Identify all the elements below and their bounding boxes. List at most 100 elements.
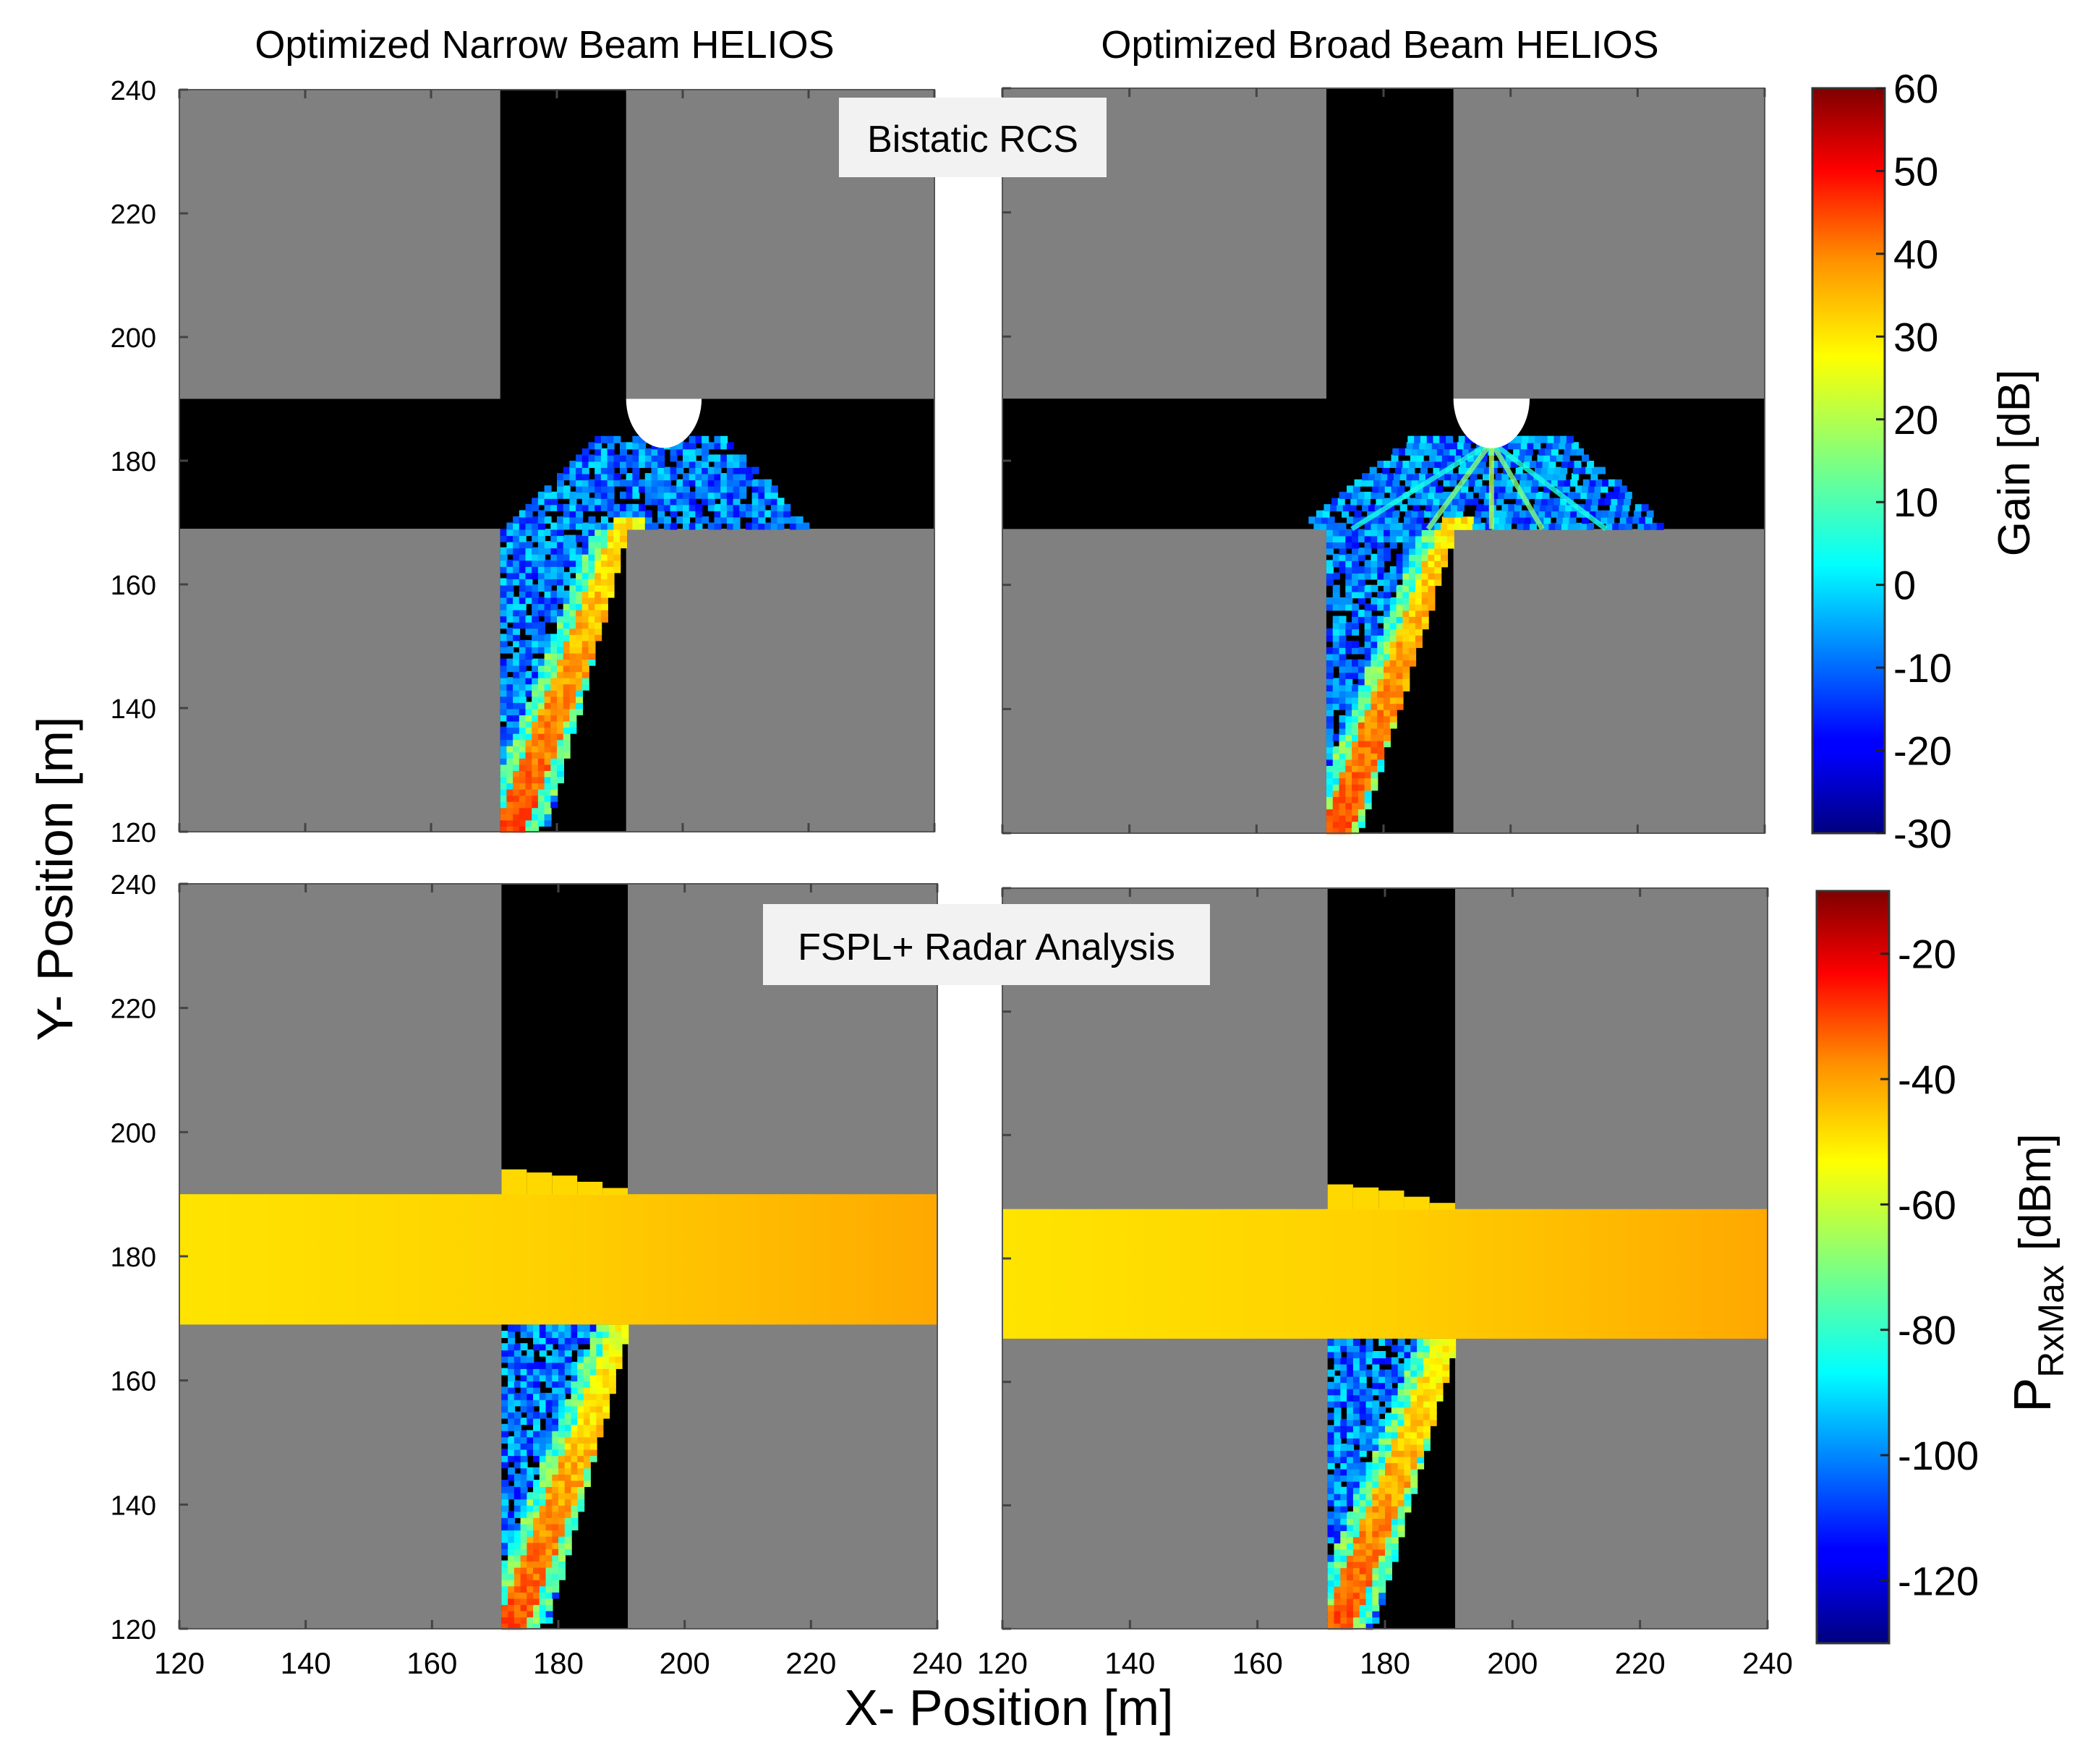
beam-cell	[532, 609, 540, 617]
beam-cell	[500, 702, 508, 710]
beam-cell	[1397, 1413, 1405, 1420]
beam-cell	[550, 763, 558, 771]
beam-cell	[1407, 498, 1415, 506]
beam-cell	[1582, 479, 1590, 487]
beam-cell	[1339, 560, 1347, 568]
beam-cell	[1332, 827, 1340, 835]
beam-cell	[1334, 1493, 1342, 1501]
beam-cell	[1384, 690, 1391, 698]
beam-cell	[607, 491, 615, 499]
beam-cell	[1415, 461, 1423, 468]
beam-cell	[1326, 721, 1334, 729]
beam-cell	[588, 615, 596, 623]
beam-cell	[1347, 1530, 1355, 1538]
beam-cell	[1377, 522, 1385, 530]
beam-cell	[569, 646, 577, 654]
beam-cell	[1618, 522, 1626, 530]
beam-cell	[1389, 702, 1397, 710]
beam-cell	[1523, 491, 1531, 499]
beam-cell	[1401, 466, 1409, 474]
beam-cell	[613, 510, 621, 518]
beam-cell	[1402, 628, 1410, 636]
beam-cell	[1385, 1381, 1392, 1389]
beam-cell	[539, 1374, 547, 1382]
beam-cell	[632, 522, 640, 530]
beam-cell	[508, 1610, 516, 1618]
beam-cell	[1352, 579, 1360, 587]
beam-cell	[1378, 1505, 1386, 1513]
beam-cell	[1332, 808, 1340, 816]
beam-cell	[594, 602, 602, 610]
beam-cell	[657, 454, 665, 462]
beam-cell	[1428, 461, 1436, 468]
beam-cell	[552, 1355, 560, 1363]
beam-cell	[1396, 610, 1404, 617]
beam-cell	[1396, 572, 1404, 580]
beam-cell	[508, 1436, 516, 1444]
beam-cell	[1372, 1603, 1380, 1611]
beam-cell	[1352, 659, 1360, 667]
beam-cell	[1542, 461, 1550, 468]
beam-cell	[1409, 529, 1417, 537]
beam-cell	[1365, 1345, 1373, 1352]
beam-cell	[1434, 541, 1442, 549]
beam-cell	[1334, 1598, 1342, 1606]
beam-cell	[563, 473, 571, 481]
beam-cell	[1540, 473, 1548, 481]
beam-cell	[545, 1355, 553, 1363]
beam-cell	[1423, 1345, 1431, 1352]
beam-cell	[563, 522, 571, 530]
beam-cell	[558, 1349, 566, 1357]
colorbar-tick-label: -120	[1898, 1558, 1979, 1603]
beam-cell	[1384, 647, 1391, 655]
beam-cell	[726, 491, 734, 499]
beam-cell	[657, 503, 665, 511]
beam-cell	[1397, 1400, 1405, 1408]
beam-cell	[1594, 485, 1602, 493]
beam-cell	[508, 1449, 516, 1457]
beam-cell	[525, 658, 533, 666]
beam-cell	[525, 615, 533, 623]
beam-cell	[726, 442, 734, 450]
beam-cell	[1535, 498, 1543, 506]
beam-cell	[1340, 1517, 1348, 1525]
beam-cell	[1377, 659, 1385, 667]
beam-cell	[569, 516, 577, 524]
beam-cell	[1396, 615, 1404, 623]
beam-cell	[1562, 454, 1570, 462]
beam-cell	[1556, 516, 1564, 524]
beam-cell	[1347, 1400, 1355, 1408]
beam-cell	[726, 479, 734, 487]
beam-cell	[1364, 671, 1372, 679]
beam-cell	[1456, 448, 1464, 456]
beam-cell	[539, 1498, 547, 1506]
beam-cell	[1493, 516, 1501, 524]
beam-cell	[588, 639, 596, 647]
beam-cell	[1434, 535, 1442, 542]
beam-cell	[537, 602, 545, 610]
beam-cell	[1461, 485, 1469, 493]
beam-cell	[525, 547, 533, 555]
beam-cell	[1345, 802, 1353, 810]
beam-cell	[1372, 1536, 1380, 1543]
fspl-band-rect	[1002, 1209, 1768, 1339]
beam-cell	[508, 1529, 516, 1537]
beam-cell	[1406, 473, 1414, 481]
beam-cell	[1372, 1523, 1380, 1531]
beam-cell	[1397, 1376, 1405, 1384]
beam-cell	[571, 1386, 579, 1394]
beam-cell	[508, 1541, 516, 1549]
beam-cell	[564, 1380, 572, 1388]
beam-cell	[520, 1405, 528, 1413]
beam-cell	[527, 1616, 534, 1624]
beam-cell	[1415, 597, 1423, 605]
beam-cell	[571, 1498, 579, 1506]
beam-cell	[1340, 1369, 1348, 1377]
beam-cell	[589, 1337, 597, 1345]
beam-cell	[1423, 1363, 1431, 1371]
beam-cell	[1396, 690, 1404, 698]
beam-cell	[1340, 1394, 1348, 1402]
beam-cell	[607, 510, 615, 518]
beam-cell	[500, 763, 508, 771]
beam-cell	[1559, 473, 1567, 481]
